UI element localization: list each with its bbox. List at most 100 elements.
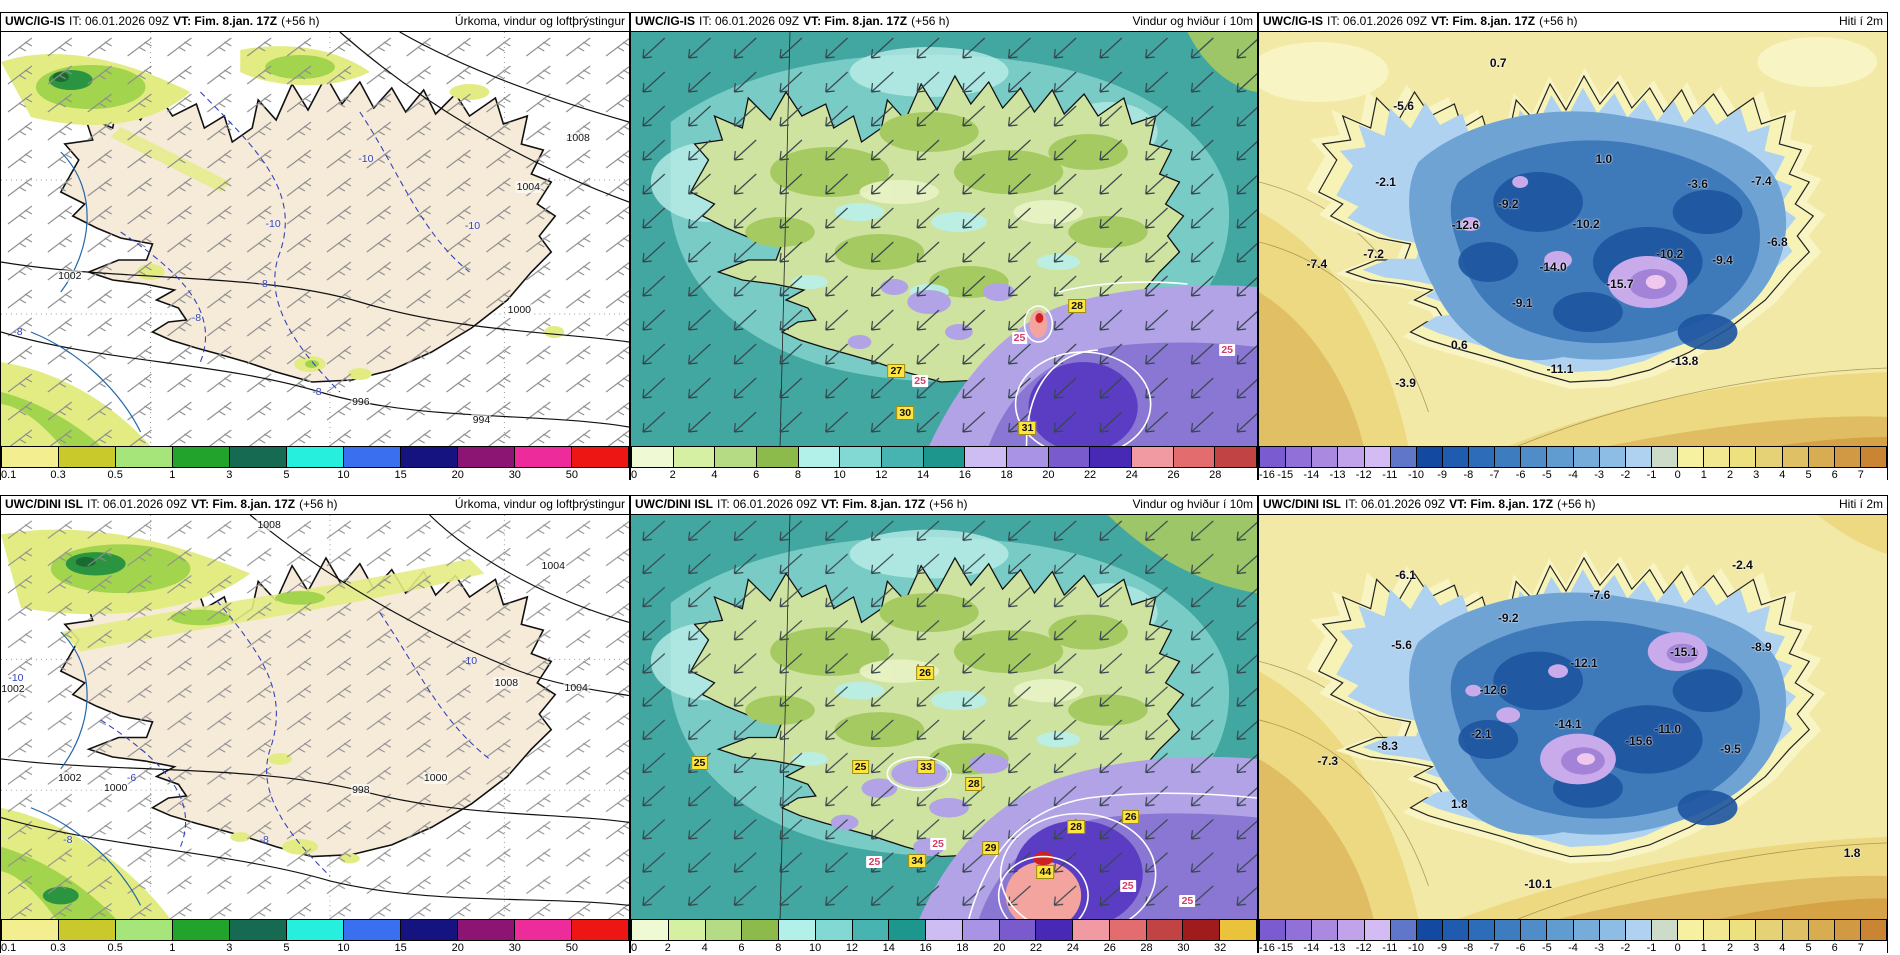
temp-value-label: -11.0: [1654, 721, 1682, 736]
panel-precip-dini: UWC/DINI ISL IT: 06.01.2026 09Z VT: Fim. 8…: [0, 495, 630, 955]
colorbar-tick-label: -13: [1329, 942, 1346, 954]
isotherm-contour-label: -10: [8, 671, 24, 684]
gust-max-badge: 25: [690, 755, 709, 770]
colorbar-segment: [344, 920, 401, 940]
colorbar-tick-label: 2: [664, 942, 671, 954]
colorbar-tick-label: 28: [1209, 469, 1222, 481]
temp-value-label: -11.1: [1546, 362, 1574, 376]
colorbar-tick-label: 10: [337, 942, 350, 954]
colorbar-tick-label: -4: [1568, 469, 1578, 481]
temp-value-label: 1.0: [1595, 152, 1613, 166]
model-name: UWC/DINI ISL: [5, 497, 83, 511]
colorbar-tick-label: -8: [1463, 469, 1474, 481]
temp-value-label: -15.7: [1606, 277, 1634, 291]
colorbar-segment: [999, 920, 1037, 940]
colorbar-tick-label: 10: [808, 942, 822, 954]
colorbar-segment: [632, 447, 674, 467]
panel-title: Úrkoma, vindur og loftþrýstingur: [454, 14, 625, 28]
model-name: UWC/DINI ISL: [1263, 497, 1341, 511]
model-run-info: UWC/IG-IS IT: 06.01.2026 09Z VT: Fim. 8.ja…: [1263, 13, 1581, 31]
gust-max-badge: 44: [1036, 865, 1055, 880]
colorbar-segment: [1215, 447, 1257, 467]
colorbar-tick-label: 30: [508, 942, 521, 954]
colorbar-tick-label: 0.3: [50, 469, 66, 481]
colorbar-tick-label: -16: [1259, 942, 1275, 954]
panel-title: Hiti í 2m: [1838, 497, 1883, 511]
colorbar-tick-label: 1: [169, 942, 176, 954]
colorbar-tick-label: -15: [1277, 469, 1294, 481]
colorbar-temperature: -16 -15 -14 -13 -12 -11 -10 -9 -8 -7 -6 -5 -4 -3 -2 -1 0…: [1259, 919, 1887, 955]
colorbar-tick-label: 18: [1000, 469, 1013, 481]
colorbar-segment: [1521, 920, 1548, 940]
colorbar-segment: [2, 920, 59, 940]
colorbar-tick-label: 8: [775, 942, 782, 954]
colorbar-segment: [1651, 920, 1678, 940]
colorbar-tick-label: 4: [1779, 469, 1786, 481]
model-run-info: UWC/IG-IS IT: 06.01.2026 09Z VT: Fim. 8.ja…: [635, 13, 953, 31]
gust-max-badge: 25: [851, 759, 870, 774]
colorbar-segment: [572, 920, 628, 940]
colorbar-tick-label: -12: [1355, 469, 1372, 481]
colorbar-tick-label: -7: [1489, 942, 1500, 954]
isotherm-contour-label: -10: [265, 218, 281, 230]
temp-value-label: -10.2: [1656, 247, 1684, 261]
colorbar-segment: [1573, 447, 1600, 467]
colorbar-segment: [1007, 447, 1049, 467]
valid-time: VT: Fim. 8.jan. 17Z: [821, 497, 926, 511]
colorbar-tick-label: 7: [1857, 469, 1864, 481]
colorbar-segment: [1416, 447, 1443, 467]
map-wind-gusts-10m-igis: 28 27 30 31 25 25 25: [631, 32, 1257, 446]
model-run-info: UWC/DINI ISL IT: 06.01.2026 09Z VT: Fim. 8…: [635, 496, 971, 514]
temp-value-label: 0.6: [1451, 338, 1468, 352]
colorbar-segment: [965, 447, 1008, 467]
model-run-info: UWC/DINI ISL IT: 06.01.2026 09Z VT: Fim. 8…: [1263, 496, 1599, 514]
colorbar-tick-label: 7: [1857, 942, 1864, 954]
colorbar-tick-label: -10: [1408, 942, 1424, 954]
colorbar-segment: [1260, 920, 1287, 940]
temp-value-label: -7.2: [1363, 247, 1384, 261]
colorbar-segment: [1678, 920, 1705, 940]
colorbar-wind: 0 2 4 6 8 10 12 14 16 18 20 22 24 26 28: [631, 446, 1257, 482]
temp-value-label: -10.1: [1524, 876, 1552, 891]
temp-value-label: -12.6: [1451, 218, 1480, 232]
colorbar-tick-label: 50: [565, 942, 579, 954]
pressure-contour-label: 996: [351, 396, 371, 408]
colorbar-segment: [59, 447, 116, 467]
temp-value-label: -9.4: [1712, 253, 1733, 267]
colorbar-segment: [923, 447, 966, 467]
gust-max-badge: 28: [1068, 299, 1086, 313]
panel-header: UWC/DINI ISL IT: 06.01.2026 09Z VT: Fim. 8…: [1, 496, 629, 515]
colorbar-tick-label: 0.5: [107, 469, 123, 481]
temp-value-label: -2.1: [1470, 726, 1492, 741]
colorbar-tick-label: -11: [1382, 942, 1398, 954]
colorbar-segment: [458, 920, 515, 940]
colorbar-tick-label: 14: [917, 469, 930, 481]
colorbar-segment: [173, 447, 230, 467]
gust-max-badge: 27: [887, 364, 906, 378]
colorbar-tick-label: -5: [1541, 942, 1552, 954]
colorbar-segment: [1469, 447, 1496, 467]
isotherm-contour-label: -8: [63, 833, 73, 846]
temp-value-label: -10.2: [1572, 217, 1600, 231]
colorbar-tick-label: 5: [283, 469, 290, 481]
colorbar-tick-label: 1: [1700, 469, 1707, 481]
colorbar-segment: [1704, 920, 1731, 940]
colorbar-tick-label: 20: [993, 942, 1006, 954]
colorbar-segment: [230, 447, 287, 467]
temp-value-label: -9.2: [1497, 611, 1519, 626]
temp-value-label: -8.3: [1377, 739, 1398, 754]
colorbar-segment: [1338, 920, 1365, 940]
colorbar-tick-label: 10: [833, 469, 846, 481]
colorbar-tick-label: 4: [1779, 942, 1786, 954]
colorbar-tick-label: 50: [565, 469, 579, 481]
temp-value-label: -7.3: [1317, 753, 1339, 768]
colorbar-tick-label: 2: [669, 469, 676, 481]
isotherm-contour-label: -10: [461, 655, 478, 668]
colorbar-segment: [116, 920, 173, 940]
gust-max-badge: 31: [1018, 421, 1037, 435]
model-run-info: UWC/IG-IS IT: 06.01.2026 09Z VT: Fim. 8.ja…: [5, 13, 323, 31]
temp-value-label: -2.4: [1732, 557, 1753, 572]
colorbar-segment: [840, 447, 883, 467]
model-name: UWC/IG-IS: [635, 14, 695, 28]
colorbar-segment: [1390, 920, 1417, 940]
